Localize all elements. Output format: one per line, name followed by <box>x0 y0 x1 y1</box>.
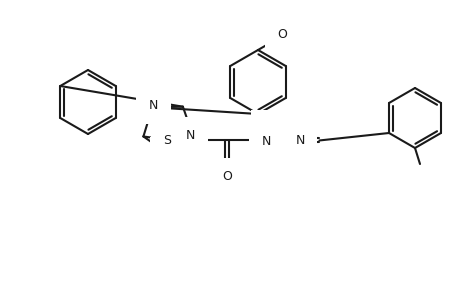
Text: N: N <box>295 134 304 147</box>
Text: S: S <box>163 134 171 147</box>
Text: N: N <box>261 135 270 148</box>
Text: N: N <box>186 129 195 142</box>
Text: O: O <box>222 170 232 184</box>
Text: O: O <box>276 28 286 40</box>
Text: N: N <box>162 149 172 163</box>
Text: H: H <box>262 122 270 134</box>
Text: N: N <box>148 99 158 112</box>
